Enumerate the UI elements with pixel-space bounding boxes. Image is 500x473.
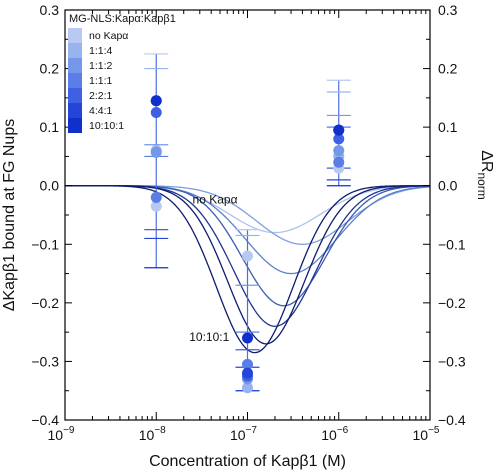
x-tick-exponent: −9 (63, 425, 75, 436)
y-tick-label-right: −0.3 (438, 353, 466, 369)
legend-entry: 1:1:1 (89, 75, 113, 87)
x-tick-label: 10−6 (321, 425, 348, 443)
legend-swatch (68, 118, 82, 133)
legend-entry: 1:1:2 (89, 60, 113, 72)
x-tick-base: 10 (413, 427, 429, 443)
legend-swatch (68, 58, 82, 73)
tick-labels: 0.3 0.3 0.2 0.2 0.1 0.1 0.0 0.0 −0.1 −0.1 −0.2 −0.2… (31, 2, 465, 443)
legend-entry: 10:10:1 (89, 120, 124, 132)
legend-swatch (68, 28, 82, 43)
annotation-label: no Kapα (193, 192, 238, 206)
y-tick-label-right: 0.3 (438, 2, 458, 18)
legend: MG-NLS:Kapα:Kapβ1 no Kapα 1:1:4 1:1:2 1:1:1 2… (68, 13, 176, 133)
y-tick-label-right: 0.1 (438, 119, 458, 135)
y-tick-label-left: 0.3 (40, 2, 60, 18)
y-tick-label-left: 0.0 (40, 178, 60, 194)
x-tick-base: 10 (139, 427, 155, 443)
legend-title: MG-NLS:Kapα:Kapβ1 (69, 13, 176, 25)
data-points (150, 95, 345, 394)
y-tick-label-right: −0.4 (438, 412, 466, 428)
y-tick-label-left: −0.4 (31, 412, 59, 428)
data-point (150, 200, 162, 212)
y-tick-label-left: −0.2 (31, 295, 59, 311)
x-tick-exponent: −5 (428, 425, 440, 436)
data-point (242, 332, 253, 344)
data-point (333, 145, 345, 157)
legend-entry: 1:1:4 (89, 45, 113, 57)
y-tick-label-left: 0.2 (40, 61, 60, 77)
x-tick-label: 10−9 (48, 425, 75, 443)
y-axis-label-left: ΔKapβ1 bound at FG Nups (1, 119, 18, 311)
y-axis-label-right: ΔRnorm (475, 150, 495, 200)
data-point (242, 367, 253, 379)
data-point (242, 382, 253, 394)
x-axis-label: Concentration of Kapβ1 (M) (149, 453, 346, 470)
y-axis-label-right-sub: norm (475, 172, 489, 199)
data-point (242, 358, 253, 370)
annotation-label: 10:10:1 (189, 330, 229, 344)
y-tick-label-left: −0.3 (31, 353, 59, 369)
data-point (242, 250, 253, 262)
x-tick-base: 10 (48, 427, 64, 443)
y-tick-label-left: 0.1 (40, 119, 60, 135)
x-tick-label: 10−5 (413, 425, 440, 443)
y-tick-label-right: −0.2 (438, 295, 466, 311)
x-tick-base: 10 (230, 427, 246, 443)
x-tick-exponent: −8 (154, 425, 166, 436)
x-tick-label: 10−8 (139, 425, 166, 443)
data-point (333, 156, 345, 168)
data-point (333, 133, 345, 145)
data-point (150, 146, 162, 158)
annotations: no Kapα 10:10:1 (189, 192, 237, 344)
legend-entry: 4:4:1 (89, 105, 113, 117)
data-point (150, 95, 162, 107)
legend-swatch (68, 103, 82, 118)
error-bars (144, 53, 351, 392)
y-axis-label-right-main: ΔR (478, 150, 495, 172)
x-tick-exponent: −6 (337, 425, 349, 436)
legend-entry: no Kapα (89, 30, 128, 42)
axis-ticks (64, 9, 431, 421)
data-point (150, 107, 162, 118)
x-tick-exponent: −7 (246, 425, 258, 436)
data-point (150, 191, 162, 203)
data-point (333, 124, 345, 136)
y-tick-label-right: −0.1 (438, 236, 466, 252)
legend-swatch (68, 43, 82, 58)
y-tick-label-right: 0.0 (438, 178, 458, 194)
x-tick-label: 10−7 (230, 425, 257, 443)
legend-swatch (68, 73, 82, 88)
legend-swatch (68, 88, 82, 103)
y-tick-label-left: −0.1 (31, 236, 59, 252)
y-tick-label-right: 0.2 (438, 61, 458, 77)
legend-entry: 2:2:1 (89, 90, 113, 102)
x-tick-base: 10 (321, 427, 337, 443)
